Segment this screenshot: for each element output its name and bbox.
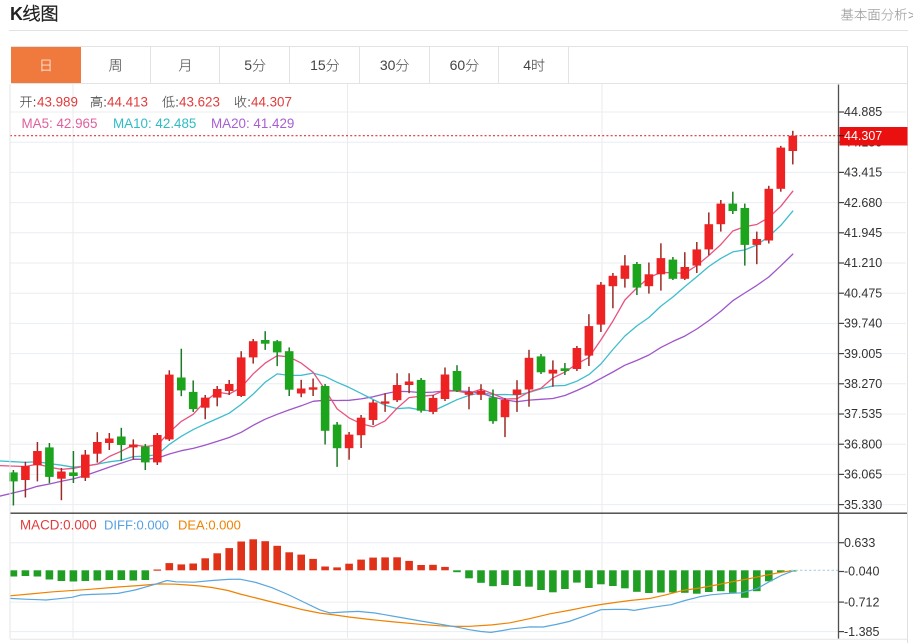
svg-text:40.475: 40.475 <box>844 286 882 300</box>
svg-text:36.800: 36.800 <box>844 437 882 451</box>
svg-text:44.885: 44.885 <box>844 105 882 119</box>
svg-text:MA10: 42.485: MA10: 42.485 <box>113 116 196 131</box>
svg-text:35.330: 35.330 <box>844 498 882 512</box>
svg-text:43.623: 43.623 <box>179 94 220 109</box>
svg-text:DIFF:0.000: DIFF:0.000 <box>104 518 169 533</box>
svg-text:4: 4 <box>523 57 531 73</box>
svg-text:DEA:0.000: DEA:0.000 <box>178 518 241 533</box>
svg-text:44.307: 44.307 <box>251 94 292 109</box>
svg-text:MA20: 41.429: MA20: 41.429 <box>211 116 294 131</box>
svg-text:44.307: 44.307 <box>844 129 882 143</box>
svg-text:36.065: 36.065 <box>844 468 882 482</box>
svg-text:41.210: 41.210 <box>844 256 882 270</box>
svg-text::: : <box>103 94 107 109</box>
svg-text:0.633: 0.633 <box>844 536 875 550</box>
svg-text:MACD:0.000: MACD:0.000 <box>20 518 97 533</box>
svg-text:15: 15 <box>310 57 326 73</box>
svg-text:43.415: 43.415 <box>844 166 882 180</box>
svg-text:39.005: 39.005 <box>844 347 882 361</box>
svg-text:41.945: 41.945 <box>844 226 882 240</box>
svg-text:37.535: 37.535 <box>844 407 882 421</box>
svg-text:-1.385: -1.385 <box>844 625 879 639</box>
svg-text:42.680: 42.680 <box>844 196 882 210</box>
svg-text:60: 60 <box>450 57 466 73</box>
svg-text:-0.040: -0.040 <box>844 565 879 579</box>
svg-text:43.989: 43.989 <box>37 94 78 109</box>
svg-text::: : <box>33 94 37 109</box>
svg-text:MA5: 42.965: MA5: 42.965 <box>22 116 98 131</box>
svg-text:K: K <box>10 4 23 24</box>
svg-text:39.740: 39.740 <box>844 317 882 331</box>
svg-text:30: 30 <box>380 57 396 73</box>
svg-text:5: 5 <box>244 57 252 73</box>
svg-text::: : <box>247 94 251 109</box>
svg-text:>: > <box>908 8 913 23</box>
svg-text::: : <box>175 94 179 109</box>
svg-text:38.270: 38.270 <box>844 377 882 391</box>
svg-text:44.413: 44.413 <box>107 94 148 109</box>
svg-text:-0.712: -0.712 <box>844 595 879 609</box>
